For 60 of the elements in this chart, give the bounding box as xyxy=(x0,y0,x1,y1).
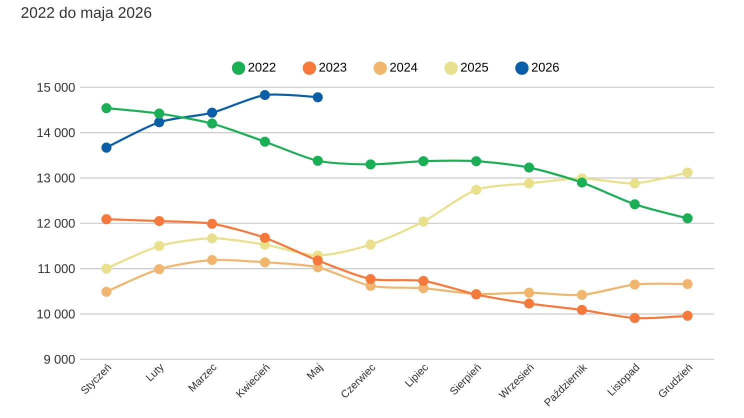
x-tick-label: Luty xyxy=(146,364,164,382)
point xyxy=(154,108,164,119)
point xyxy=(576,290,587,300)
legend-label: 2023 xyxy=(319,62,346,72)
y-tick-label: 15 000 xyxy=(38,82,75,92)
point xyxy=(101,264,112,274)
point xyxy=(630,312,640,324)
point xyxy=(418,216,428,227)
legend-label: 2026 xyxy=(532,62,559,72)
point xyxy=(101,103,112,114)
point xyxy=(366,159,376,170)
point xyxy=(630,199,640,210)
point xyxy=(524,298,534,309)
point xyxy=(682,213,693,224)
point xyxy=(154,240,164,252)
point xyxy=(260,232,270,243)
point xyxy=(207,118,218,129)
point xyxy=(312,156,323,166)
point xyxy=(260,257,270,268)
y-tick-label: 14 000 xyxy=(38,128,75,138)
point xyxy=(101,286,112,297)
point xyxy=(207,108,218,118)
point xyxy=(576,304,587,315)
y-tick-label: 13 000 xyxy=(38,174,75,182)
y-tick-label: 10 000 xyxy=(38,310,75,318)
point xyxy=(418,156,428,166)
point xyxy=(524,162,534,173)
point xyxy=(154,264,164,274)
point xyxy=(682,167,693,178)
legend-label: 2025 xyxy=(461,62,488,72)
point xyxy=(366,240,376,250)
point xyxy=(576,177,587,188)
point xyxy=(207,233,218,244)
point xyxy=(524,178,534,188)
point xyxy=(366,274,376,284)
y-tick-label: 9 000 xyxy=(44,354,75,364)
point xyxy=(101,142,112,153)
y-tick-label: 11 000 xyxy=(38,264,75,274)
point xyxy=(154,117,164,128)
point xyxy=(471,156,482,166)
point xyxy=(682,279,693,290)
point xyxy=(312,255,323,266)
legend-label: 2024 xyxy=(390,62,418,72)
x-tick-label: Maj xyxy=(306,363,324,380)
point xyxy=(682,310,693,321)
point xyxy=(101,214,112,224)
y-tick-label: 12 000 xyxy=(38,218,75,228)
point xyxy=(630,279,640,290)
point xyxy=(207,254,218,266)
point xyxy=(524,288,534,298)
point xyxy=(260,136,270,147)
point xyxy=(260,90,270,100)
point xyxy=(312,92,323,102)
legend-label: 2022 xyxy=(248,62,276,72)
point xyxy=(471,184,482,195)
chart-title: 2022 do maja 2026 xyxy=(21,6,152,21)
point xyxy=(418,276,428,286)
point xyxy=(154,216,164,226)
point xyxy=(207,218,218,229)
point xyxy=(630,178,640,188)
